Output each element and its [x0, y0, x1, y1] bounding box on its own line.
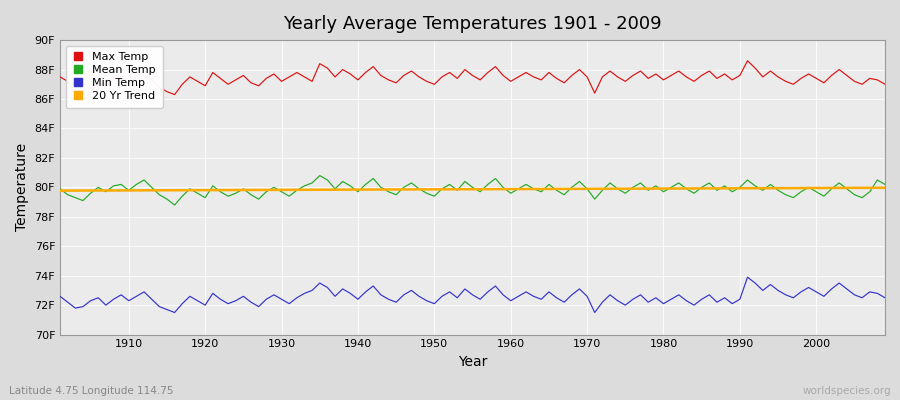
Y-axis label: Temperature: Temperature [15, 143, 29, 232]
Title: Yearly Average Temperatures 1901 - 2009: Yearly Average Temperatures 1901 - 2009 [284, 15, 662, 33]
X-axis label: Year: Year [458, 355, 487, 369]
Text: Latitude 4.75 Longitude 114.75: Latitude 4.75 Longitude 114.75 [9, 386, 174, 396]
Text: worldspecies.org: worldspecies.org [803, 386, 891, 396]
Legend: Max Temp, Mean Temp, Min Temp, 20 Yr Trend: Max Temp, Mean Temp, Min Temp, 20 Yr Tre… [66, 46, 163, 108]
